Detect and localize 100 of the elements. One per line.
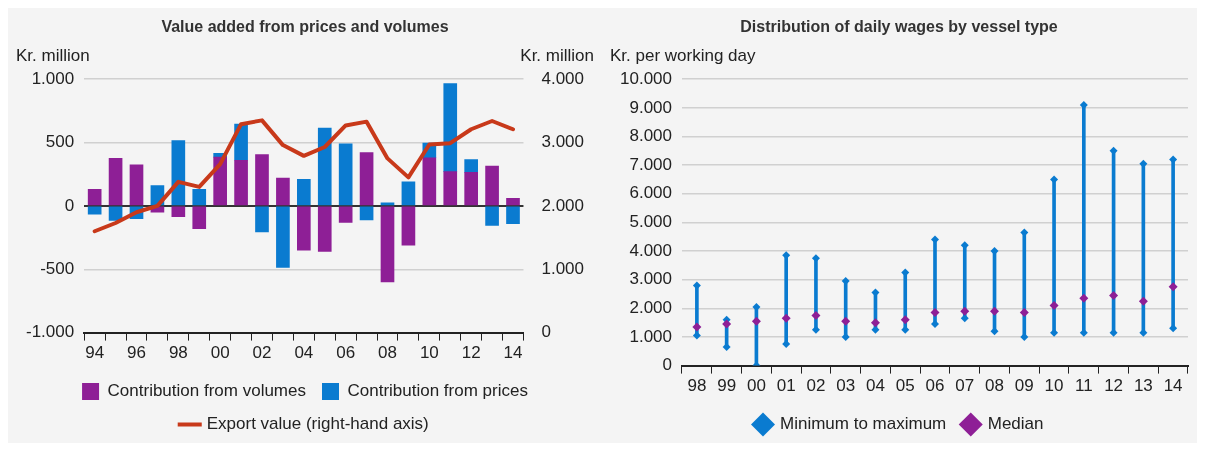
- x-tick-label: 06: [925, 376, 945, 396]
- x-tick-label: 96: [127, 343, 146, 363]
- bar: [87, 189, 102, 206]
- bar: [276, 206, 290, 268]
- bar: [317, 127, 332, 206]
- x-tick-label: 09: [1014, 376, 1034, 396]
- bar: [234, 159, 248, 206]
- x-tick-label: 94: [85, 343, 105, 363]
- x-tick-label: 14: [503, 343, 523, 363]
- bar: [422, 157, 437, 206]
- point: [781, 313, 791, 323]
- y-tick-label: 8.000: [629, 126, 672, 146]
- y2-tick-label: 3.000: [541, 132, 585, 152]
- bar: [317, 206, 332, 252]
- bar: [485, 206, 499, 226]
- bar: [401, 181, 416, 206]
- point: [811, 310, 821, 320]
- point: [930, 308, 940, 318]
- bar: [276, 177, 290, 206]
- x-tick-label: 13: [1133, 376, 1153, 396]
- x-tick-label: 12: [461, 343, 481, 363]
- y2-tick-label: 0: [541, 322, 551, 342]
- bar: [380, 206, 395, 283]
- point: [1168, 282, 1178, 292]
- legend-label: Median: [987, 414, 1044, 434]
- bar: [255, 154, 269, 206]
- bar: [129, 164, 144, 206]
- x-tick-label: 14: [1163, 376, 1183, 396]
- bar: [359, 152, 374, 206]
- x-tick-label: 02: [806, 376, 826, 396]
- legend-label: Contribution from volumes: [107, 381, 306, 401]
- y-tick-label: 4.000: [629, 240, 672, 260]
- bar: [380, 202, 395, 206]
- bar: [506, 197, 520, 206]
- bar: [485, 165, 499, 206]
- x-tick-label: 05: [895, 376, 915, 396]
- y-tick-label: 2.000: [629, 298, 672, 318]
- y-tick-label: 1.000: [31, 68, 75, 88]
- point: [841, 316, 851, 326]
- bar: [338, 143, 353, 206]
- point: [1138, 296, 1148, 306]
- x-tick-label: 10: [1044, 376, 1064, 396]
- bar: [192, 189, 207, 206]
- point: [722, 319, 732, 329]
- bar: [401, 206, 416, 246]
- legend-label: Export value (right-hand axis): [206, 414, 429, 434]
- bar: [464, 159, 478, 173]
- chart-title: Distribution of daily wages by vessel type: [740, 18, 1058, 36]
- y2-tick-label: 2.000: [541, 195, 585, 215]
- y-tick-label: 6.000: [629, 183, 672, 203]
- y-tick-label: 0: [64, 195, 75, 215]
- x-tick-label: 06: [336, 343, 356, 363]
- bar: [297, 178, 311, 206]
- x-tick-label: 11: [1074, 376, 1093, 396]
- bar: [108, 158, 123, 206]
- x-tick-label: 07: [955, 376, 975, 396]
- x-tick-label: 01: [776, 376, 796, 396]
- x-tick-label: 98: [168, 343, 188, 363]
- bar: [192, 206, 207, 230]
- point: [990, 306, 1000, 316]
- point: [1109, 290, 1119, 300]
- x-tick-label: 10: [419, 343, 439, 363]
- y-tick-label: 5.000: [629, 212, 672, 232]
- y2-axis-title: Kr. million: [520, 46, 594, 66]
- y-tick-label: -500: [40, 258, 75, 278]
- bar: [359, 206, 374, 221]
- x-tick-label: 98: [687, 376, 707, 396]
- bar: [443, 83, 458, 173]
- point: [1019, 308, 1029, 318]
- bar: [443, 171, 458, 206]
- y-tick-label: 1.000: [629, 326, 672, 346]
- point: [1049, 300, 1059, 310]
- chart-title: Value added from prices and volumes: [161, 18, 449, 36]
- x-tick-label: 00: [746, 376, 766, 396]
- bar: [297, 206, 311, 251]
- y2-tick-label: 1.000: [541, 258, 585, 278]
- point: [960, 306, 970, 316]
- x-tick-label: 02: [252, 343, 272, 363]
- x-tick-label: 03: [836, 376, 856, 396]
- x-tick-label: 12: [1104, 376, 1124, 396]
- point: [900, 315, 910, 325]
- point: [1079, 293, 1089, 303]
- y-axis-title: Kr. per working day: [610, 46, 757, 66]
- bar: [171, 206, 186, 217]
- bar: [255, 206, 269, 233]
- x-tick-label: 08: [378, 343, 397, 363]
- point: [751, 316, 761, 326]
- point: [870, 318, 880, 328]
- x-tick-label: 04: [294, 343, 314, 363]
- legend-label: Contribution from prices: [347, 381, 528, 401]
- y-tick-label: 7.000: [629, 154, 672, 174]
- y-tick-label: 500: [45, 132, 75, 152]
- bar: [171, 140, 186, 206]
- bar: [464, 171, 478, 206]
- y-tick-label: 3.000: [629, 269, 672, 289]
- x-tick-label: 99: [717, 376, 737, 396]
- y-tick-label: -1.000: [26, 322, 75, 342]
- bar: [338, 206, 353, 223]
- x-tick-label: 08: [985, 376, 1004, 396]
- y-tick-label: 0: [662, 355, 672, 375]
